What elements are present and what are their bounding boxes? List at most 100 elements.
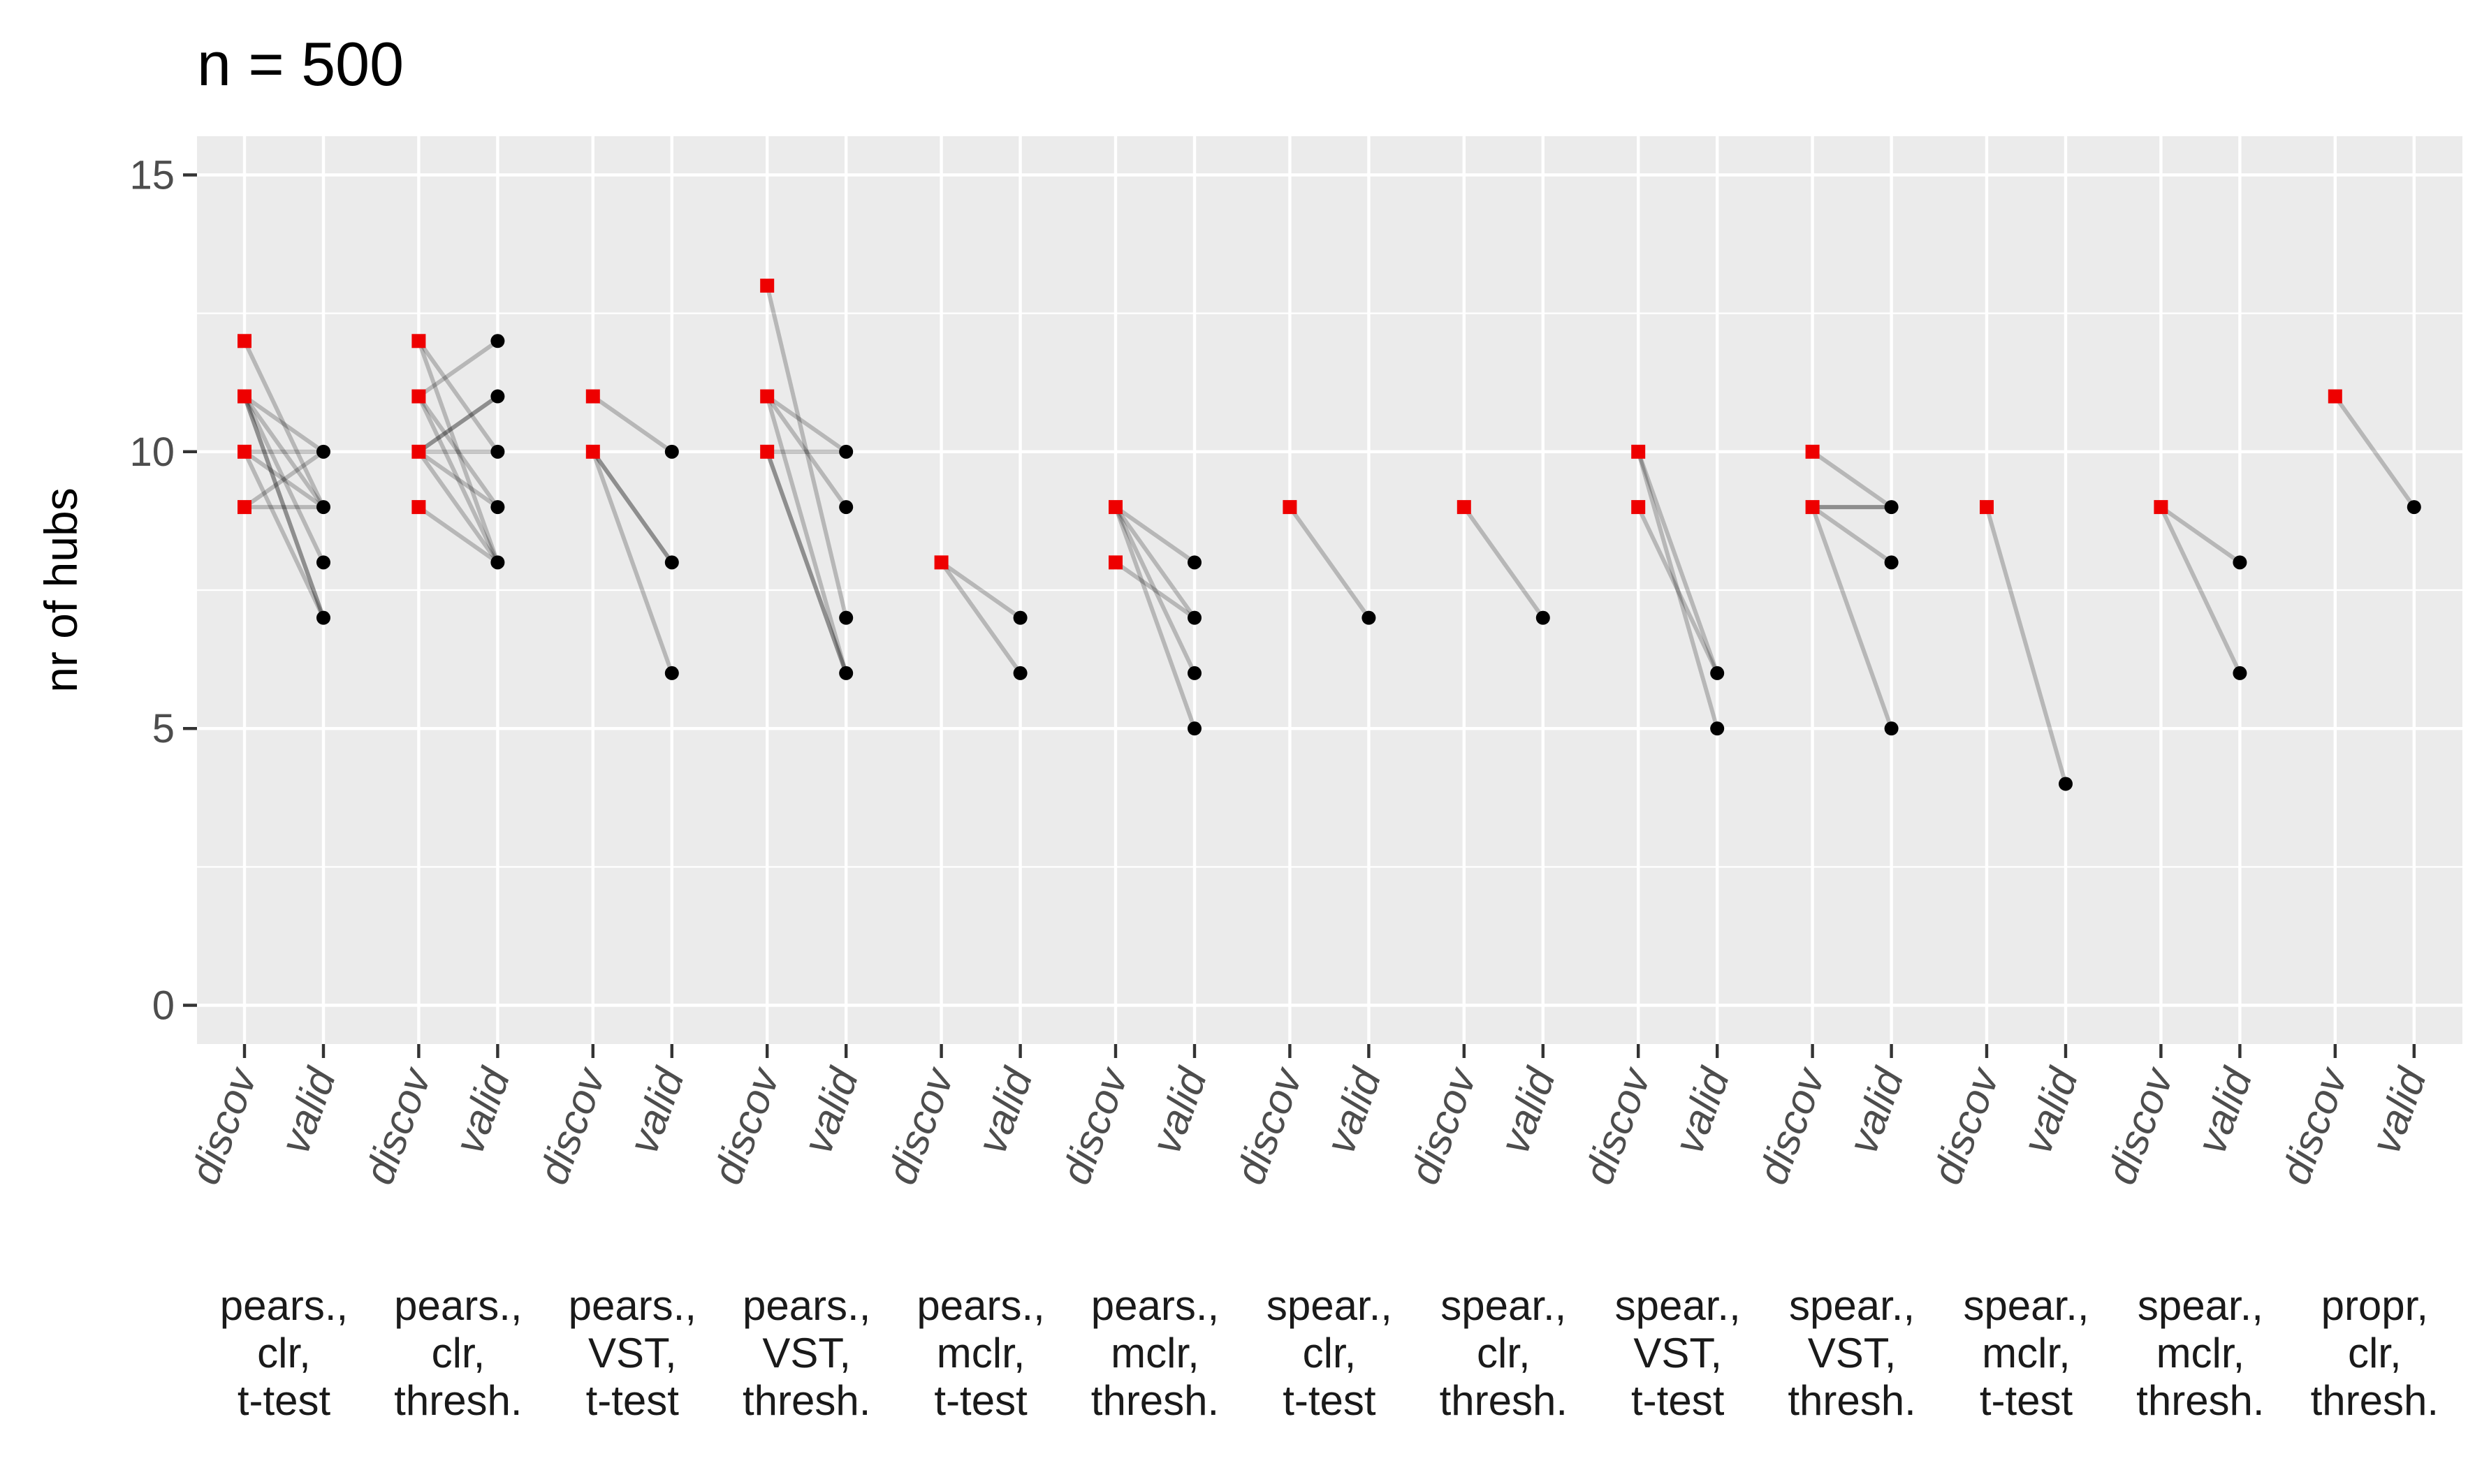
x-tick-label-valid: valid (1839, 1061, 1913, 1159)
y-axis: 0 5 10 15 (129, 152, 197, 1029)
pair-line (1114, 560, 1197, 620)
pair-line (590, 449, 674, 565)
pair-line (590, 394, 674, 454)
x-tick-label-discov: discov (355, 1061, 440, 1191)
discovery-point (585, 444, 600, 459)
pair-line (416, 449, 500, 565)
discovery-point (585, 389, 600, 404)
pair-line (765, 394, 849, 454)
discovery-point (238, 334, 251, 348)
x-tick-label-discov: discov (1052, 1061, 1137, 1191)
pair-line (1287, 505, 1371, 620)
validation-point (490, 555, 505, 570)
validation-point (490, 334, 505, 348)
group-label-line: spear., (2138, 1282, 2263, 1329)
validation-point (316, 500, 330, 515)
validation-point (1710, 666, 1725, 680)
discovery-point (1631, 500, 1646, 515)
group-label-line: VST, (762, 1330, 851, 1376)
validation-point (1013, 610, 1028, 625)
group-label: propr, clr, thresh. (2311, 1282, 2439, 1424)
pair-line (1810, 505, 1894, 731)
discovery-point (1631, 444, 1646, 459)
pair-line (1636, 449, 1720, 731)
x-tick-label-discov: discov (878, 1061, 963, 1191)
group-label-line: clr, (432, 1330, 485, 1376)
group-label-line: clr, (2348, 1330, 2402, 1376)
x-tick-label-valid: valid (620, 1061, 694, 1159)
validation-point (1188, 721, 1202, 736)
discovery-point (238, 444, 251, 459)
group-label-line: t-test (1631, 1377, 1725, 1424)
discovery-point (411, 500, 426, 515)
y-axis-label: nr of hubs (35, 487, 87, 693)
group-label-line: spear., (1963, 1282, 2089, 1329)
x-tick-label-valid: valid (1316, 1061, 1390, 1159)
data-points (238, 279, 2421, 791)
pair-line (2159, 505, 2242, 675)
group-label: spear., mclr, t-test (1963, 1282, 2089, 1424)
group-label-line: VST, (1633, 1330, 1722, 1376)
pair-line (242, 449, 326, 510)
x-tick-label-valid: valid (1665, 1061, 1739, 1159)
x-tick-label-discov: discov (530, 1061, 615, 1191)
pair-line (416, 394, 500, 510)
pair-line (765, 449, 849, 675)
pair-line (416, 339, 500, 565)
discovery-point (238, 389, 251, 404)
validation-point (490, 389, 505, 404)
group-label-line: pears., (569, 1282, 696, 1329)
discovery-point (411, 444, 426, 459)
validation-point (1884, 721, 1899, 736)
pair-line (765, 284, 849, 620)
group-label-line: t-test (238, 1377, 331, 1424)
discovery-point (760, 444, 775, 459)
discovery-point (760, 389, 775, 404)
discovery-point (238, 500, 251, 515)
pair-line (416, 449, 500, 510)
y-tick-label: 15 (129, 152, 175, 198)
validation-point (664, 666, 679, 680)
discovery-point (411, 389, 426, 404)
group-label: pears., clr, thresh. (394, 1282, 522, 1424)
pair-line (1114, 505, 1197, 675)
pair-line (416, 505, 500, 565)
pair-line (939, 560, 1023, 675)
pair-line (1114, 505, 1197, 620)
group-label: pears., VST, t-test (569, 1282, 696, 1424)
group-label-line: clr, (1303, 1330, 1357, 1376)
group-label-line: pears., (743, 1282, 870, 1329)
validation-point (1013, 666, 1028, 680)
group-label: spear., mclr, thresh. (2136, 1282, 2264, 1424)
group-label-line: thresh. (394, 1377, 522, 1424)
group-label: pears., mclr, thresh. (1091, 1282, 1219, 1424)
group-label-line: spear., (1440, 1282, 1566, 1329)
group-label-line: VST, (588, 1330, 677, 1376)
pair-line (242, 394, 326, 510)
discovery-point (1980, 500, 1994, 515)
pair-line (1810, 449, 1894, 510)
group-label: spear., clr, t-test (1266, 1282, 1392, 1424)
group-label-line: t-test (1980, 1377, 2073, 1424)
validation-point (1710, 721, 1725, 736)
pair-line (1810, 505, 1894, 565)
pair-line (242, 394, 326, 565)
pair-line (242, 394, 326, 620)
group-label-line: spear., (1789, 1282, 1915, 1329)
pair-line (416, 339, 500, 454)
group-label-line: propr, (2321, 1282, 2428, 1329)
group-label-line: clr, (257, 1330, 311, 1376)
group-label-line: mclr, (937, 1330, 1025, 1376)
group-label-line: pears., (394, 1282, 522, 1329)
x-tick-label-valid: valid (794, 1061, 868, 1159)
validation-point (839, 500, 854, 515)
pair-line (416, 394, 500, 565)
x-tick-label-valid: valid (271, 1061, 345, 1159)
pair-line (1114, 505, 1197, 565)
validation-point (1884, 500, 1899, 515)
discovery-point (1805, 444, 1820, 459)
validation-point (664, 555, 679, 570)
x-tick-label-discov: discov (2097, 1061, 2182, 1191)
validation-point (1361, 610, 1376, 625)
